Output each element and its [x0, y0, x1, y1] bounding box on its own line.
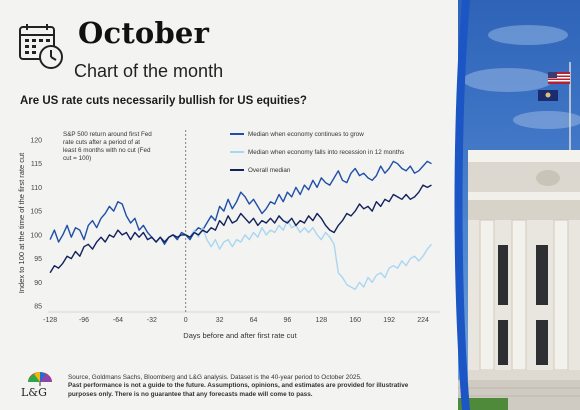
x-tick-label: 192: [383, 317, 395, 324]
series-line-3: [49, 184, 432, 274]
x-tick-label: 128: [315, 317, 327, 324]
y-tick-label: 110: [31, 185, 42, 192]
lg-umbrella-logo: L&G: [21, 372, 52, 398]
x-tick-label: -32: [147, 317, 157, 324]
y-axis-label: Index to 100 at the time of the first ra…: [17, 152, 26, 293]
legend-label-1: Median when economy continues to grow: [248, 131, 364, 138]
x-tick-label: 96: [284, 317, 292, 324]
page-subtitle: Chart of the month: [74, 61, 224, 81]
legend-label-3: Overall median: [248, 167, 291, 174]
chart-question: Are US rate cuts necessarily bullish for…: [20, 95, 307, 107]
x-tick-label: -96: [79, 317, 89, 324]
x-tick-label: 0: [184, 317, 188, 324]
calendar-clock-icon: [19, 24, 63, 69]
footer-notes: Source, Goldmans Sachs, Bloomberg and L&…: [68, 374, 438, 399]
legend-label-2: Median when economy falls into recession…: [248, 149, 404, 156]
line-chart: 85 90 95 100 105 110 115 120 -128 -96 -64 -32 0 32 64 9…: [17, 130, 440, 340]
x-tick-label: -64: [113, 317, 123, 324]
x-axis-label: Days before and after first rate cut: [183, 331, 297, 340]
y-tick-label: 95: [34, 256, 42, 263]
source-note: Source, Goldmans Sachs, Bloomberg and L&…: [68, 374, 362, 381]
x-tick-label: 224: [417, 317, 429, 324]
accent-stripe: [454, 0, 470, 410]
federal-reserve-photo: [458, 0, 580, 410]
y-tick-label: 100: [30, 232, 42, 239]
y-tick-label: 120: [30, 138, 42, 145]
x-tick-label: 64: [250, 317, 258, 324]
series-line-2: [185, 219, 433, 291]
x-tick-label: 32: [216, 317, 224, 324]
disclaimer-note: Past performance is not a guide to the f…: [68, 382, 409, 398]
y-tick-label: 115: [31, 161, 42, 168]
x-tick-label: 160: [349, 317, 361, 324]
y-tick-label: 90: [34, 280, 42, 287]
chart-annotation: S&P 500 return around first Fed rate cuts…: [63, 131, 152, 162]
x-tick-label: -128: [43, 317, 57, 324]
y-tick-label: 85: [34, 304, 42, 311]
logo-text: L&G: [21, 386, 47, 398]
y-tick-label: 105: [30, 209, 42, 216]
series-line-1: [49, 160, 432, 245]
month-title: October: [78, 16, 210, 50]
